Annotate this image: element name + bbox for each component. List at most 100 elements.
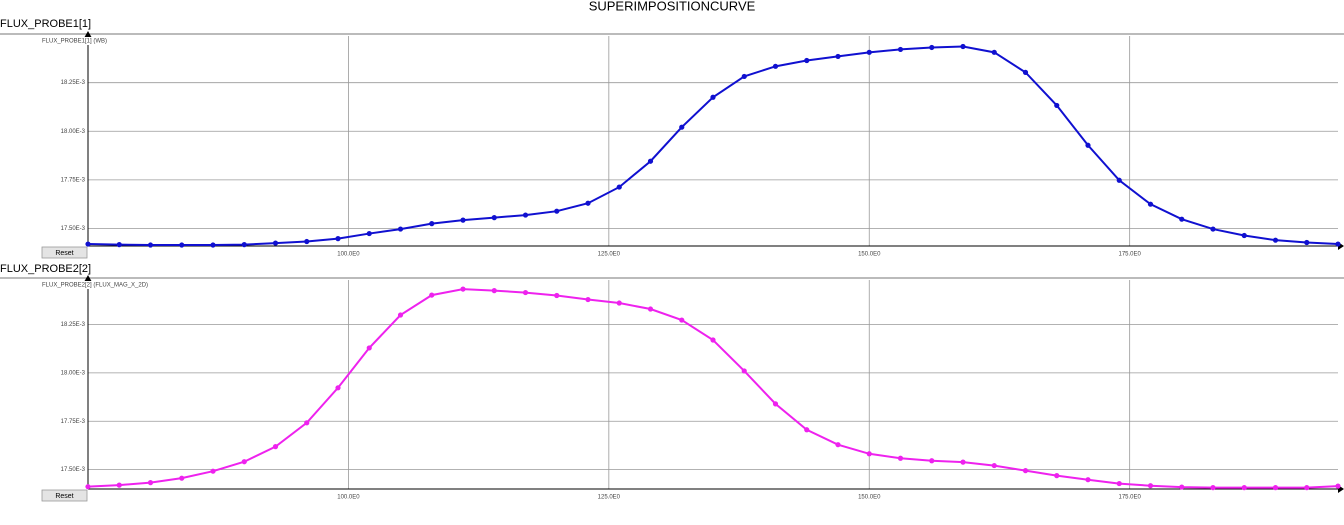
data-point bbox=[1304, 239, 1310, 246]
data-point bbox=[210, 242, 216, 248]
data-point bbox=[710, 337, 716, 343]
data-point bbox=[929, 458, 935, 464]
axis-arrow bbox=[84, 275, 92, 282]
data-point bbox=[522, 212, 529, 218]
y-tick-label: 18.00E-3 bbox=[61, 129, 86, 135]
y-tick-label: 18.25E-3 bbox=[61, 322, 86, 328]
data-point bbox=[491, 288, 497, 294]
data-point bbox=[960, 459, 966, 465]
data-point bbox=[1054, 102, 1060, 109]
data-point bbox=[679, 317, 685, 323]
data-point bbox=[522, 289, 529, 296]
data-point bbox=[679, 124, 685, 130]
data-point bbox=[366, 230, 372, 237]
y-tick-label: 18.25E-3 bbox=[61, 80, 86, 86]
data-point bbox=[1210, 226, 1216, 232]
data-point bbox=[335, 385, 341, 391]
data-point bbox=[272, 444, 279, 450]
x-tick-label: 175.0E0 bbox=[1118, 495, 1141, 501]
data-point bbox=[991, 462, 997, 469]
data-point bbox=[272, 240, 279, 246]
data-point bbox=[772, 63, 779, 69]
data-point bbox=[1022, 69, 1029, 75]
data-point bbox=[1116, 480, 1122, 487]
y-label-box bbox=[42, 37, 126, 45]
y-axis-label: FLUX_PROBE2[2] (FLUX_MAG_X_2D) bbox=[42, 283, 148, 289]
data-point bbox=[835, 53, 841, 60]
data-point bbox=[116, 242, 122, 248]
panel-title: FLUX_PROBE1[1] bbox=[0, 18, 91, 30]
data-point bbox=[1022, 468, 1029, 474]
x-tick-label: 150.0E0 bbox=[858, 252, 881, 258]
data-point bbox=[897, 455, 904, 461]
data-point bbox=[397, 312, 404, 318]
data-point bbox=[1335, 241, 1341, 247]
data-point bbox=[554, 208, 560, 214]
data-point bbox=[1054, 473, 1060, 479]
data-point bbox=[304, 420, 310, 426]
y-tick-label: 17.75E-3 bbox=[61, 177, 86, 183]
x-tick-label: 175.0E0 bbox=[1118, 252, 1141, 258]
data-point bbox=[241, 242, 247, 248]
data-point bbox=[147, 242, 154, 248]
data-point bbox=[335, 236, 341, 242]
data-point bbox=[1210, 485, 1216, 491]
y-tick-label: 17.75E-3 bbox=[61, 419, 86, 425]
data-point bbox=[1272, 237, 1279, 243]
data-point bbox=[1241, 485, 1247, 491]
reset-button[interactable] bbox=[41, 246, 88, 259]
data-point bbox=[1147, 483, 1154, 489]
plot-area bbox=[88, 280, 1338, 489]
data-point bbox=[210, 468, 216, 474]
data-point bbox=[554, 292, 560, 299]
data-point bbox=[179, 242, 185, 248]
page-title: SUPERIMPOSITIONCURVE bbox=[589, 0, 756, 13]
data-point bbox=[429, 292, 435, 298]
y-tick-label: 17.50E-3 bbox=[61, 467, 86, 473]
data-point bbox=[1179, 216, 1185, 222]
data-point bbox=[1147, 201, 1154, 207]
data-point bbox=[1272, 485, 1279, 491]
data-point bbox=[616, 300, 622, 306]
data-point bbox=[491, 215, 497, 221]
plot-area bbox=[88, 36, 1338, 246]
x-tick-label: 125.0E0 bbox=[598, 252, 621, 258]
data-point bbox=[991, 49, 997, 55]
x-tick-label: 125.0E0 bbox=[598, 495, 621, 501]
data-point bbox=[866, 451, 872, 457]
data-point bbox=[835, 442, 841, 448]
data-point bbox=[585, 200, 591, 206]
data-point bbox=[397, 226, 404, 232]
data-point bbox=[1116, 177, 1122, 183]
data-point bbox=[429, 221, 435, 227]
data-point bbox=[1179, 484, 1185, 490]
data-point bbox=[647, 158, 654, 164]
data-point bbox=[1304, 485, 1310, 491]
y-axis-label: FLUX_PROBE1[1] (WB) bbox=[42, 39, 107, 45]
y-label-box bbox=[42, 281, 126, 289]
data-point bbox=[460, 286, 466, 292]
data-point bbox=[460, 217, 466, 223]
reset-button-label[interactable]: Reset bbox=[55, 493, 73, 500]
data-point bbox=[866, 49, 872, 55]
data-point bbox=[710, 94, 716, 100]
data-point bbox=[1085, 477, 1091, 483]
y-tick-label: 17.50E-3 bbox=[61, 226, 86, 232]
data-point bbox=[366, 345, 372, 351]
x-tick-label: 150.0E0 bbox=[858, 495, 881, 501]
data-point bbox=[741, 368, 747, 374]
reset-button-label[interactable]: Reset bbox=[55, 250, 73, 257]
data-point bbox=[147, 480, 154, 486]
reset-button[interactable] bbox=[41, 489, 88, 502]
y-tick-label: 18.00E-3 bbox=[61, 370, 86, 376]
data-point bbox=[804, 57, 810, 64]
x-tick-label: 100.0E0 bbox=[337, 252, 360, 258]
data-point bbox=[616, 184, 622, 190]
data-point bbox=[1335, 483, 1341, 489]
panel-title: FLUX_PROBE2[2] bbox=[0, 263, 91, 275]
x-tick-label: 100.0E0 bbox=[337, 495, 360, 501]
axis-arrow bbox=[84, 31, 92, 38]
data-point bbox=[85, 484, 91, 490]
data-point bbox=[647, 306, 654, 312]
